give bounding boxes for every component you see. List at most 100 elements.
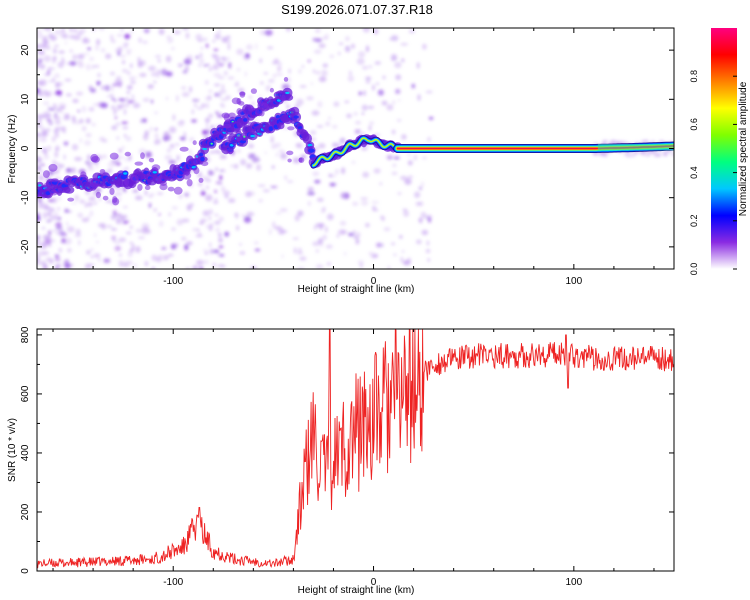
noise-speckle bbox=[48, 207, 55, 212]
noise-speckle bbox=[58, 164, 65, 168]
noise-speckle bbox=[355, 120, 361, 125]
noise-speckle bbox=[168, 126, 177, 134]
noise-speckle bbox=[199, 52, 203, 59]
ridge-blob-core bbox=[275, 115, 281, 119]
noise-speckle bbox=[138, 148, 147, 156]
noise-speckle bbox=[116, 136, 120, 140]
noise-speckle bbox=[37, 164, 42, 167]
noise-speckle bbox=[401, 134, 407, 140]
noise-speckle bbox=[403, 259, 412, 266]
noise-speckle bbox=[179, 120, 185, 123]
noise-speckle bbox=[219, 169, 226, 172]
noise-speckle bbox=[144, 130, 149, 136]
noise-speckle bbox=[390, 54, 398, 62]
noise-speckle bbox=[111, 125, 118, 131]
ridge-satellite bbox=[167, 186, 175, 192]
noise-speckle bbox=[186, 54, 194, 62]
noise-speckle bbox=[78, 28, 86, 34]
noise-speckle bbox=[206, 102, 209, 109]
noise-speckle bbox=[354, 129, 361, 135]
noise-speckle bbox=[248, 143, 255, 149]
noise-speckle bbox=[271, 165, 275, 169]
noise-speckle bbox=[215, 58, 220, 65]
noise-speckle bbox=[205, 43, 209, 48]
noise-speckle bbox=[130, 80, 136, 84]
noise-speckle bbox=[171, 47, 175, 50]
noise-speckle bbox=[415, 239, 422, 245]
noise-speckle bbox=[641, 152, 647, 156]
noise-speckle bbox=[220, 186, 226, 192]
noise-speckle bbox=[44, 73, 51, 76]
noise-speckle bbox=[121, 99, 125, 104]
noise-speckle bbox=[218, 91, 222, 99]
noise-speckle bbox=[280, 230, 288, 233]
noise-speckle bbox=[42, 233, 51, 241]
noise-speckle bbox=[186, 241, 193, 246]
noise-speckle bbox=[298, 247, 302, 254]
noise-speckle bbox=[202, 260, 210, 265]
noise-speckle bbox=[131, 94, 135, 99]
noise-speckle bbox=[400, 43, 409, 46]
noise-speckle bbox=[81, 105, 87, 113]
noise-speckle bbox=[285, 28, 291, 32]
meander-track-layer bbox=[313, 137, 398, 166]
noise-speckle bbox=[200, 103, 207, 108]
noise-speckle bbox=[254, 248, 261, 252]
noise-speckle bbox=[57, 61, 64, 69]
snr-y-ticks: 0 200 400 600 800 bbox=[20, 326, 674, 574]
noise-speckle bbox=[138, 37, 142, 43]
noise-speckle bbox=[63, 141, 69, 146]
noise-speckle bbox=[146, 229, 152, 234]
noise-speckle bbox=[259, 58, 263, 63]
noise-speckle bbox=[394, 61, 402, 69]
colorbar-tick-label: 0.4 bbox=[689, 166, 699, 179]
noise-speckle bbox=[77, 53, 85, 60]
noise-speckle bbox=[92, 28, 96, 32]
noise-speckle bbox=[298, 69, 302, 74]
noise-speckle bbox=[426, 138, 431, 142]
noise-speckle bbox=[148, 65, 156, 71]
noise-speckle bbox=[157, 59, 161, 63]
noise-speckle bbox=[141, 118, 147, 123]
noise-speckle bbox=[208, 216, 212, 221]
noise-speckle bbox=[292, 157, 301, 164]
noise-speckle bbox=[219, 154, 227, 159]
ridge-satellite bbox=[43, 182, 51, 191]
noise-speckle bbox=[72, 28, 78, 33]
noise-speckle bbox=[88, 201, 93, 207]
noise-speckle bbox=[130, 63, 133, 69]
x-tick-label: -100 bbox=[163, 276, 183, 287]
noise-speckle bbox=[214, 33, 221, 40]
ridge-blob-outer bbox=[302, 133, 313, 144]
noise-speckle bbox=[132, 189, 139, 194]
ridge-satellite bbox=[287, 158, 292, 163]
noise-speckle bbox=[316, 125, 324, 128]
noise-speckle bbox=[362, 65, 368, 70]
noise-speckle bbox=[226, 35, 231, 39]
noise-speckle bbox=[85, 133, 92, 138]
noise-speckle bbox=[126, 51, 132, 55]
noise-speckle bbox=[58, 103, 67, 108]
noise-speckle bbox=[416, 62, 420, 69]
noise-speckle bbox=[81, 217, 89, 223]
noise-speckle bbox=[52, 57, 56, 64]
noise-speckle bbox=[224, 194, 229, 199]
noise-speckle bbox=[315, 223, 319, 229]
noise-speckle bbox=[85, 118, 91, 124]
noise-speckle bbox=[48, 121, 53, 126]
noise-speckle bbox=[111, 97, 114, 100]
noise-speckle bbox=[56, 167, 62, 171]
noise-speckle bbox=[244, 71, 247, 77]
noise-speckle bbox=[41, 163, 45, 167]
noise-speckle bbox=[93, 201, 98, 205]
noise-speckle bbox=[56, 107, 62, 113]
noise-speckle bbox=[49, 258, 54, 265]
noise-speckle bbox=[393, 156, 400, 160]
noise-speckle bbox=[168, 160, 177, 165]
noise-speckle bbox=[344, 45, 351, 52]
noise-speckle bbox=[372, 205, 377, 212]
noise-speckle bbox=[299, 85, 307, 88]
noise-speckle bbox=[103, 258, 111, 264]
noise-speckle bbox=[417, 94, 421, 101]
ridge-satellite bbox=[239, 91, 246, 96]
